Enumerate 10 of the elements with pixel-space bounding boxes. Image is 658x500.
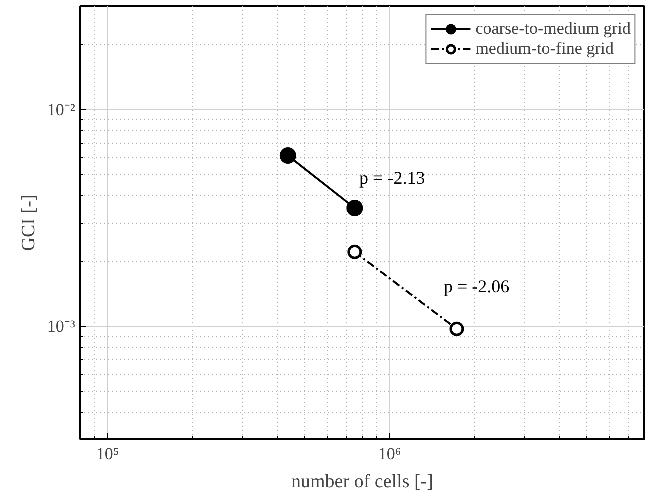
- x-axis-title: number of cells [-]: [292, 472, 434, 492]
- y-tick-label: 10⁻³: [47, 316, 76, 336]
- annotation: p = -2.13: [360, 168, 426, 188]
- y-tick-label: 10⁻²: [47, 100, 76, 120]
- annotation: p = -2.06: [444, 276, 510, 297]
- y-axis-title: GCI [-]: [18, 194, 40, 252]
- x-tick-label: 10⁶: [378, 444, 402, 464]
- legend-label: coarse-to-medium grid: [476, 19, 631, 39]
- legend-label: medium-to-fine grid: [476, 39, 614, 59]
- x-tick-label: 10⁵: [96, 444, 120, 464]
